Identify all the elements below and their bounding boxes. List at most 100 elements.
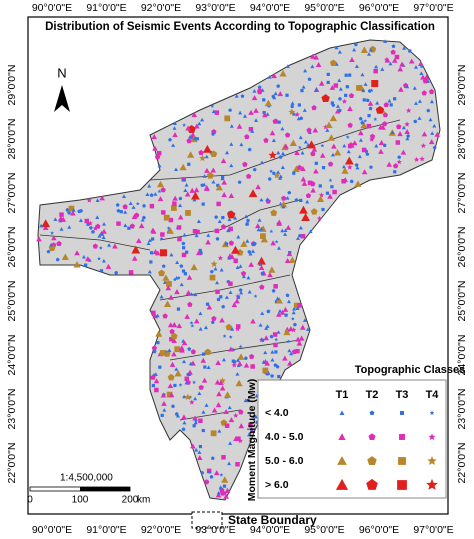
event-symbol — [147, 184, 152, 188]
event-symbol — [261, 360, 266, 364]
event-symbol — [246, 275, 251, 280]
event-symbol — [246, 218, 250, 223]
event-symbol — [318, 192, 325, 198]
event-symbol — [277, 309, 282, 313]
event-symbol — [147, 238, 152, 243]
event-symbol — [189, 443, 196, 449]
event-symbol — [399, 61, 405, 67]
event-symbol — [186, 274, 193, 280]
event-symbol — [257, 256, 266, 265]
event-symbol — [65, 207, 70, 212]
event-symbol — [187, 369, 193, 375]
event-symbol — [390, 130, 395, 134]
event-symbol — [160, 413, 164, 417]
event-symbol — [305, 193, 312, 198]
latitude-label: 25°0'0"N — [6, 281, 18, 322]
event-symbol — [421, 131, 428, 137]
event-symbol — [255, 184, 261, 190]
event-symbol — [202, 352, 206, 356]
event-symbol — [74, 250, 80, 256]
event-symbol — [95, 198, 100, 202]
event-symbol — [249, 428, 255, 434]
event-symbol — [176, 307, 181, 311]
event-symbol — [311, 146, 318, 152]
event-symbol — [216, 490, 221, 495]
event-symbol — [371, 80, 379, 88]
event-symbol — [248, 189, 258, 198]
event-symbol — [413, 119, 418, 124]
event-symbol — [116, 221, 121, 226]
event-symbol — [314, 161, 318, 165]
event-symbol — [294, 198, 299, 202]
scale-tick-label: 200 — [122, 495, 139, 506]
event-symbol — [330, 185, 334, 189]
legend-symbol — [339, 410, 345, 415]
event-symbol — [217, 219, 222, 223]
event-symbol — [192, 424, 196, 428]
legend: Topographic Classes Moment Magnitude (Mw… — [246, 364, 465, 501]
event-symbol — [369, 136, 375, 142]
event-symbol — [239, 142, 244, 147]
event-symbol — [394, 54, 400, 60]
event-symbol — [346, 149, 351, 154]
legend-title: Topographic Classes — [355, 364, 465, 376]
legend-symbol — [337, 456, 347, 465]
event-symbol — [154, 250, 161, 256]
event-symbol — [219, 472, 224, 477]
event-symbol — [369, 165, 373, 169]
event-symbol — [383, 102, 389, 108]
event-symbol — [98, 246, 103, 250]
event-symbol — [200, 183, 205, 187]
event-symbol — [228, 346, 234, 352]
event-symbol — [327, 161, 334, 167]
event-symbol — [146, 241, 151, 246]
event-symbol — [162, 313, 168, 319]
event-symbol — [236, 234, 241, 239]
event-symbol — [270, 349, 275, 354]
event-symbol — [219, 295, 223, 299]
event-symbol — [237, 438, 243, 444]
event-symbol — [81, 254, 86, 259]
event-symbol — [206, 365, 211, 370]
event-symbol — [224, 423, 230, 428]
event-symbol — [337, 49, 342, 54]
event-symbol — [306, 127, 312, 133]
event-symbol — [354, 64, 359, 69]
event-symbol — [250, 129, 255, 133]
event-symbol — [279, 309, 286, 315]
event-symbol — [423, 74, 430, 80]
event-symbol — [167, 373, 175, 381]
event-symbol — [187, 125, 196, 133]
scale-tick-label: 100 — [72, 495, 89, 506]
event-symbol — [348, 93, 355, 98]
event-symbol — [138, 223, 145, 229]
event-symbol — [175, 260, 180, 265]
event-symbol — [267, 272, 273, 278]
event-symbol — [210, 260, 218, 267]
event-symbol — [291, 349, 297, 355]
event-symbol — [181, 177, 186, 182]
event-symbol — [140, 217, 145, 222]
event-symbol — [182, 246, 186, 250]
event-symbol — [204, 154, 209, 159]
legend-symbol — [335, 478, 349, 490]
event-symbol — [210, 456, 215, 460]
event-symbol — [178, 383, 183, 387]
longitude-label: 94°0'0"E — [250, 2, 290, 14]
event-symbol — [277, 120, 281, 124]
event-symbol — [296, 164, 303, 170]
event-symbol — [419, 156, 425, 162]
state-boundaries — [39, 119, 401, 421]
event-symbol — [191, 112, 198, 118]
event-symbol — [405, 84, 410, 89]
event-symbol — [231, 362, 237, 368]
event-symbol — [327, 193, 333, 199]
event-symbol — [398, 86, 404, 92]
event-symbol — [285, 293, 290, 297]
event-symbol — [281, 204, 286, 209]
event-symbol — [228, 417, 235, 423]
event-symbol — [422, 78, 428, 84]
event-symbol — [244, 214, 249, 219]
event-symbol — [128, 201, 133, 205]
event-symbol — [229, 124, 234, 128]
